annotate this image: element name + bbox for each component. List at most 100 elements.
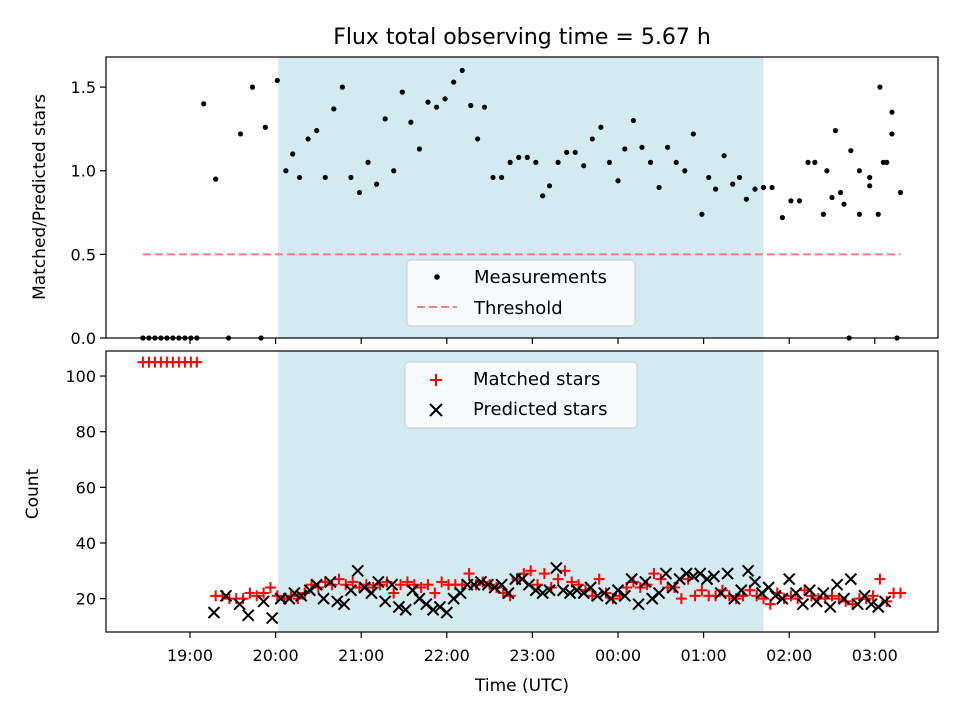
measurement-point bbox=[805, 159, 811, 165]
measurement-point bbox=[779, 214, 785, 221]
predicted-star-point bbox=[295, 589, 308, 603]
predicted-star-point bbox=[543, 584, 556, 597]
predicted-star-point bbox=[365, 586, 378, 600]
predicted-star-point bbox=[265, 611, 279, 625]
matched-star-point bbox=[593, 573, 605, 585]
measurement-point bbox=[706, 174, 712, 181]
measurement-point bbox=[769, 184, 775, 191]
predicted-star-point bbox=[399, 603, 412, 616]
predicted-star-point bbox=[865, 597, 878, 611]
measurement-point bbox=[490, 174, 496, 181]
predicted-star-point bbox=[782, 572, 796, 586]
measurement-point bbox=[442, 96, 448, 102]
measurement-point bbox=[848, 148, 854, 154]
predicted-star-point bbox=[440, 606, 454, 619]
measurement-point bbox=[533, 159, 539, 165]
predicted-star-point bbox=[257, 595, 270, 608]
measurement-point bbox=[322, 174, 328, 181]
measurement-point bbox=[564, 149, 570, 155]
top-panel: 0.0 0.5 1.0 1.5 Matched/Predicted stars Mea… bbox=[30, 56, 939, 348]
measurement-point bbox=[841, 201, 847, 207]
legend-predicted-marker bbox=[429, 403, 443, 417]
measurement-point bbox=[555, 159, 561, 165]
legend-matched-marker bbox=[430, 374, 442, 386]
predicted-star-point bbox=[207, 606, 221, 619]
top-y-tick-label: 1.0 bbox=[71, 162, 96, 181]
top-legend: Measurements Threshold bbox=[406, 259, 636, 327]
predicted-star-point bbox=[830, 578, 844, 591]
predicted-star-point bbox=[474, 575, 488, 589]
predicted-star-point bbox=[700, 572, 714, 586]
measurement-point bbox=[425, 99, 431, 105]
measurement-point bbox=[540, 193, 546, 199]
predicted-star-point bbox=[878, 595, 892, 608]
measurement-point bbox=[507, 159, 513, 165]
measurement-point bbox=[712, 186, 719, 192]
measurement-point bbox=[546, 183, 553, 189]
top-y-axis: 0.0 0.5 1.0 1.5 bbox=[71, 78, 106, 348]
predicted-star-point bbox=[502, 586, 515, 600]
matched-star-point bbox=[538, 568, 550, 580]
x-tick-label: 21:00 bbox=[338, 646, 384, 665]
top-y-tick-label: 0.5 bbox=[71, 245, 96, 264]
top-legend-box bbox=[406, 259, 636, 327]
predicted-star-point bbox=[837, 592, 851, 605]
matched-star-point bbox=[415, 581, 427, 593]
x-tick-label: 23:00 bbox=[509, 646, 555, 665]
measurement-point bbox=[451, 79, 457, 85]
measurement-point bbox=[331, 106, 337, 112]
matched-star-point bbox=[675, 593, 687, 605]
measurement-point bbox=[760, 184, 767, 191]
top-y-tick-label: 0.0 bbox=[71, 329, 96, 348]
matched-star-point bbox=[648, 568, 660, 580]
predicted-star-point bbox=[495, 578, 508, 591]
bottom-y-tick-label: 100 bbox=[65, 367, 96, 386]
measurement-point bbox=[743, 196, 750, 202]
matched-star-point bbox=[799, 584, 811, 596]
legend-measurements-label: Measurements bbox=[474, 267, 607, 288]
measurement-point bbox=[699, 211, 705, 217]
measurement-point bbox=[237, 131, 244, 137]
predicted-star-point bbox=[550, 561, 563, 575]
predicted-star-point bbox=[604, 592, 618, 605]
measurement-point bbox=[572, 149, 578, 155]
measurement-point bbox=[249, 84, 256, 90]
top-x-ticks bbox=[189, 338, 876, 344]
x-tick-label: 01:00 bbox=[681, 646, 727, 665]
measurement-point bbox=[283, 168, 289, 174]
measurement-point bbox=[606, 159, 613, 165]
predicted-star-point bbox=[536, 586, 549, 600]
measurement-point bbox=[598, 124, 604, 130]
measurement-point bbox=[897, 189, 904, 196]
x-tick-label: 19:00 bbox=[167, 646, 213, 665]
predicted-star-point bbox=[776, 592, 789, 605]
predicted-star-point bbox=[426, 603, 440, 616]
measurement-point bbox=[356, 189, 363, 196]
matched-star-point bbox=[826, 590, 838, 602]
matched-star-point bbox=[244, 587, 256, 599]
measurement-point bbox=[622, 146, 628, 152]
matched-star-point bbox=[463, 568, 475, 580]
matched-star-point bbox=[874, 573, 886, 585]
measurement-point bbox=[736, 174, 743, 181]
predicted-star-point bbox=[584, 581, 597, 594]
predicted-star-point bbox=[789, 586, 803, 600]
matched-star-point bbox=[422, 579, 434, 591]
measurement-point bbox=[589, 136, 595, 142]
matched-star-point bbox=[237, 593, 249, 605]
measurement-point bbox=[213, 176, 219, 182]
counts-series bbox=[137, 356, 906, 625]
chart-title: Flux total observing time = 5.67 h bbox=[333, 25, 711, 50]
predicted-star-point bbox=[639, 575, 652, 589]
measurement-point bbox=[399, 89, 405, 95]
measurement-point bbox=[639, 144, 645, 150]
predicted-star-point bbox=[288, 586, 301, 600]
predicted-star-point bbox=[851, 597, 864, 611]
measurement-point bbox=[296, 174, 303, 181]
predicted-star-point bbox=[242, 609, 255, 622]
measurement-point bbox=[788, 198, 794, 204]
measurement-point bbox=[524, 154, 530, 160]
predicted-star-point bbox=[337, 597, 351, 611]
matched-star-point bbox=[388, 587, 400, 599]
